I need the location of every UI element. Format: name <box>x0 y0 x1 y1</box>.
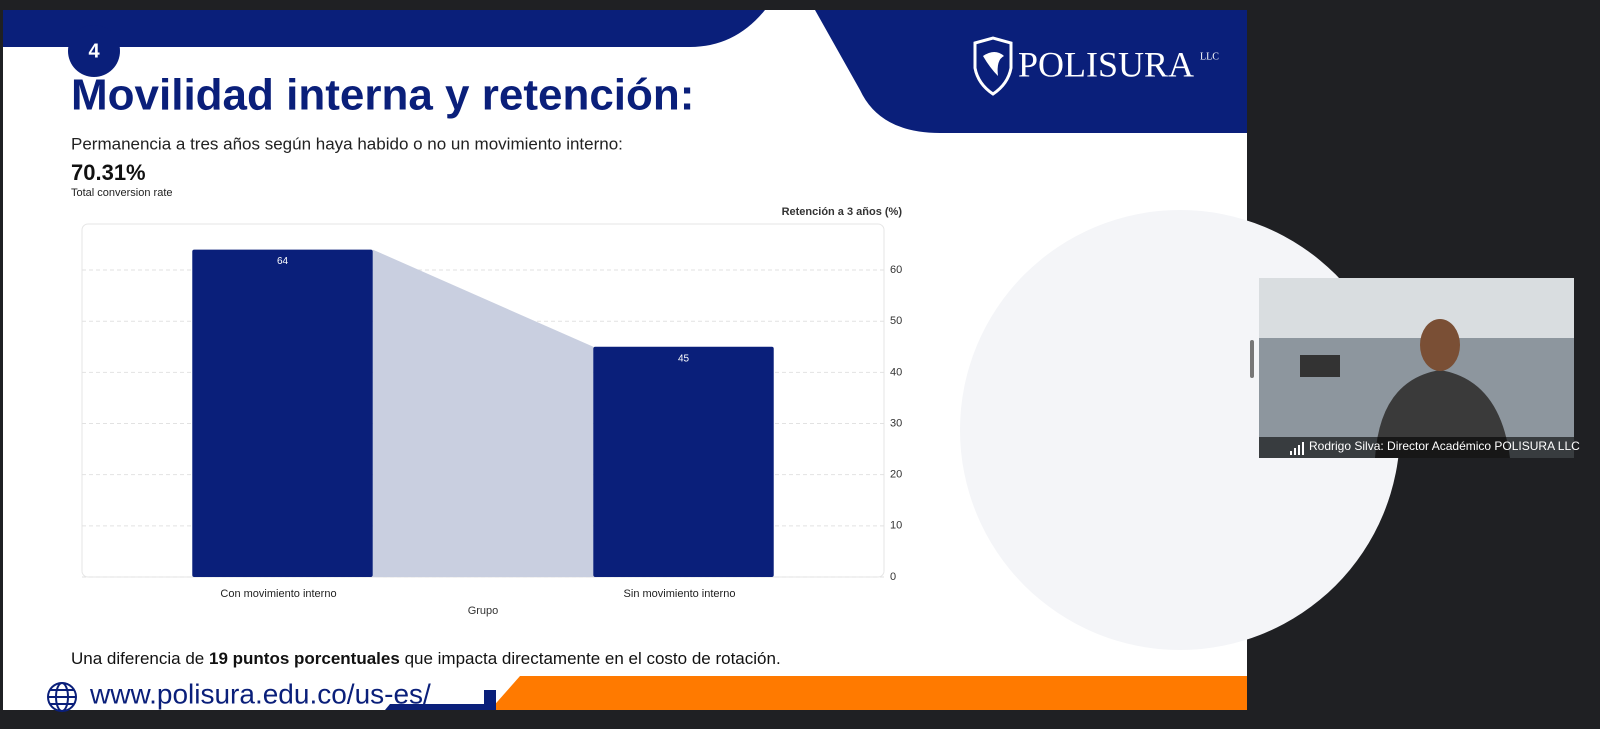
connector-area <box>372 249 594 577</box>
video-screen <box>1300 355 1340 377</box>
bar <box>593 346 774 577</box>
slide: POLISURA LLC 4 Movilidad interna y reten… <box>3 10 1400 712</box>
y-tick-label: 10 <box>890 520 902 532</box>
slide-title: Movilidad interna y retención: <box>71 71 694 120</box>
slide-number: 4 <box>88 40 100 62</box>
participant-name: Rodrigo Silva: Director Académico POLISU… <box>1309 439 1580 453</box>
footer-accent <box>484 690 496 710</box>
data-label: 45 <box>678 353 690 364</box>
slide-number-badge <box>68 25 120 77</box>
y-tick-label: 20 <box>890 469 902 481</box>
y-tick-label: 40 <box>890 366 902 378</box>
footer-accent <box>385 704 488 710</box>
y-axis-title: Retención a 3 años (%) <box>782 206 903 218</box>
header-logo-band <box>815 10 1247 133</box>
logo-emblem <box>983 52 1004 76</box>
signal-icon <box>1290 442 1304 455</box>
data-label: 64 <box>277 256 289 267</box>
logo-name: POLISURA <box>1018 44 1194 84</box>
footer-text: Una diferencia de <box>71 649 204 668</box>
footer-orange-band <box>490 676 1247 710</box>
video-ceiling <box>1259 278 1574 338</box>
kpi-label: Total conversion rate <box>71 187 173 199</box>
logo-shield <box>973 36 1013 96</box>
url[interactable]: www.polisura.edu.co/us-es/ <box>89 678 431 709</box>
resize-handle[interactable] <box>1250 340 1254 378</box>
y-tick-label: 30 <box>890 417 902 429</box>
x-tick-label: Con movimiento interno <box>220 588 336 600</box>
y-tick-label: 0 <box>890 571 896 583</box>
footer-highlight: 19 puntos porcentuales <box>209 649 400 668</box>
y-tick-label: 60 <box>890 264 902 276</box>
slide-subtitle: Permanencia a tres años según haya habid… <box>71 134 623 153</box>
x-tick-label: Sin movimiento interno <box>624 588 736 600</box>
person-body <box>1375 370 1510 458</box>
footer-text: que impacta directamente en el costo de … <box>405 649 781 668</box>
footer-sentence: Una diferencia de 19 puntos porcentuales… <box>71 649 781 668</box>
person-head <box>1420 319 1460 371</box>
video-tile: Rodrigo Silva: Director Académico POLISU… <box>1259 278 1580 458</box>
bar <box>192 249 373 577</box>
globe-icon <box>47 682 77 712</box>
logo-suffix: LLC <box>1200 51 1219 62</box>
header-band <box>3 10 765 47</box>
chart: 0 10 20 30 40 50 60 Retención a 3 años (%) Grupo… <box>81 206 903 617</box>
x-axis-title: Grupo <box>468 605 499 617</box>
kpi-value: 70.31% <box>71 160 146 185</box>
caption-bar <box>1259 437 1574 458</box>
y-tick-label: 50 <box>890 315 902 327</box>
